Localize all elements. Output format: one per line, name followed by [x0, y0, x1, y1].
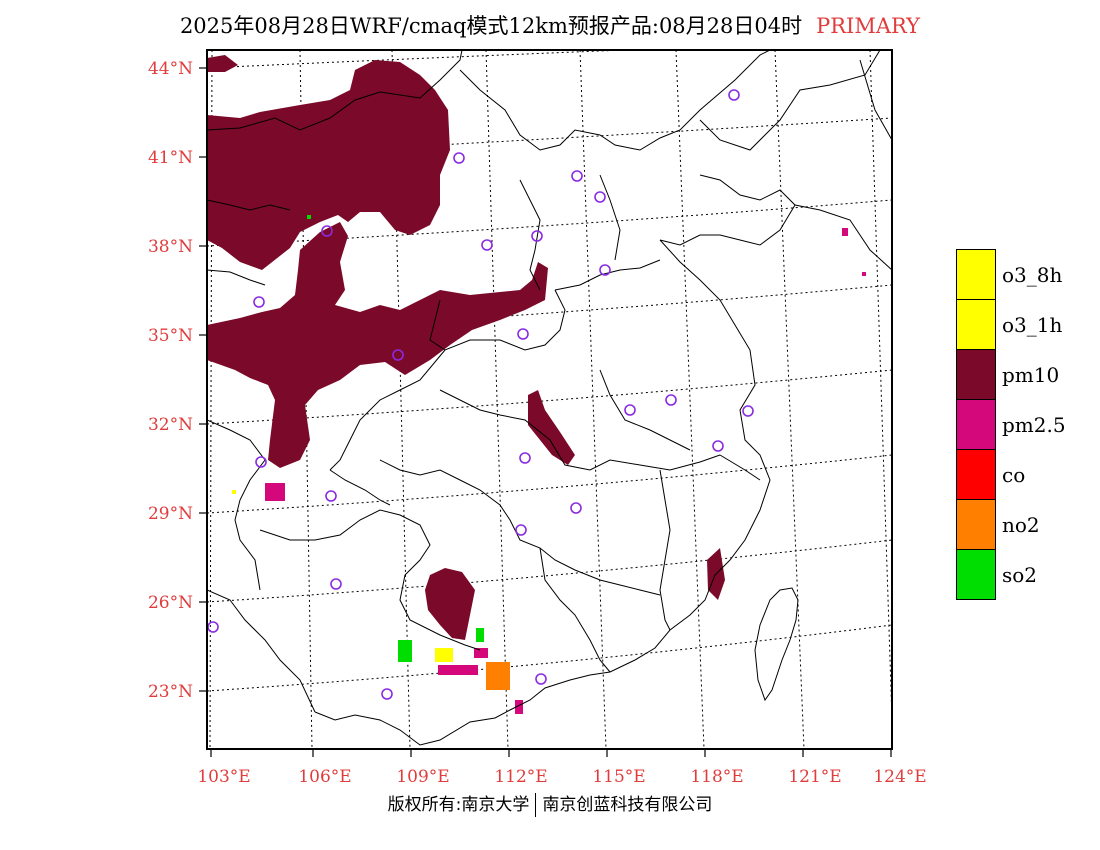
legend-swatch	[956, 299, 996, 350]
lat-label-38: 38°N	[148, 237, 193, 257]
city-stations	[207, 89, 754, 700]
lon-label-103: 103°E	[197, 767, 250, 787]
lat-label-23: 23°N	[148, 682, 193, 702]
legend-label: pm10	[1002, 363, 1060, 387]
lat-label-44: 44°N	[148, 59, 193, 79]
lon-label-106: 106°E	[298, 767, 351, 787]
lon-label-124: 124°E	[873, 767, 926, 787]
legend-label: no2	[1002, 513, 1040, 537]
title-primary-tag: PRIMARY	[816, 14, 921, 38]
pm25-areas	[265, 228, 866, 714]
latitude-labels: 44°N 41°N 38°N 35°N 32°N 29°N 26°N 23°N	[148, 59, 193, 702]
legend-swatch	[956, 249, 996, 300]
map-title: 2025年08月28日WRF/cmaq模式12km预报产品:08月28日04时 P…	[0, 10, 1100, 40]
legend-label: co	[1002, 463, 1026, 487]
lat-label-41: 41°N	[148, 148, 193, 168]
province-boundaries	[207, 50, 892, 746]
taiwan-outline	[754, 587, 799, 702]
pm10-areas	[207, 55, 725, 640]
legend-label: o3_1h	[1002, 313, 1063, 337]
lat-label-32: 32°N	[148, 415, 193, 435]
map-frame	[206, 49, 893, 750]
legend-swatch	[956, 399, 996, 450]
lat-label-26: 26°N	[148, 593, 193, 613]
axis-ticks	[199, 67, 892, 757]
lon-label-109: 109°E	[396, 767, 449, 787]
lon-label-115: 115°E	[592, 767, 645, 787]
footer-separator	[535, 793, 537, 817]
legend-swatch	[956, 499, 996, 550]
no2-areas	[486, 662, 510, 690]
footer-company: 南京创蓝科技有限公司	[542, 795, 713, 815]
lon-label-112: 112°E	[494, 767, 547, 787]
so2-areas	[307, 215, 484, 662]
title-main: 2025年08月28日WRF/cmaq模式12km预报产品:08月28日04时	[179, 14, 803, 38]
o3-areas	[232, 490, 453, 662]
legend-label: so2	[1002, 563, 1038, 587]
legend-swatch	[956, 449, 996, 500]
legend-label: pm2.5	[1002, 413, 1066, 437]
legend-label: o3_8h	[1002, 263, 1063, 287]
lat-label-29: 29°N	[148, 504, 193, 524]
legend-swatch	[956, 349, 996, 400]
longitude-labels: 103°E 106°E 109°E 112°E 115°E 118°E 121°…	[197, 767, 926, 787]
lat-label-35: 35°N	[148, 326, 193, 346]
lon-label-121: 121°E	[788, 767, 841, 787]
footer-copyright: 版权所有:南京大学	[387, 795, 530, 815]
lon-label-118: 118°E	[690, 767, 743, 787]
legend-swatch	[956, 549, 996, 600]
copyright-footer: 版权所有:南京大学 南京创蓝科技有限公司	[0, 790, 1100, 817]
